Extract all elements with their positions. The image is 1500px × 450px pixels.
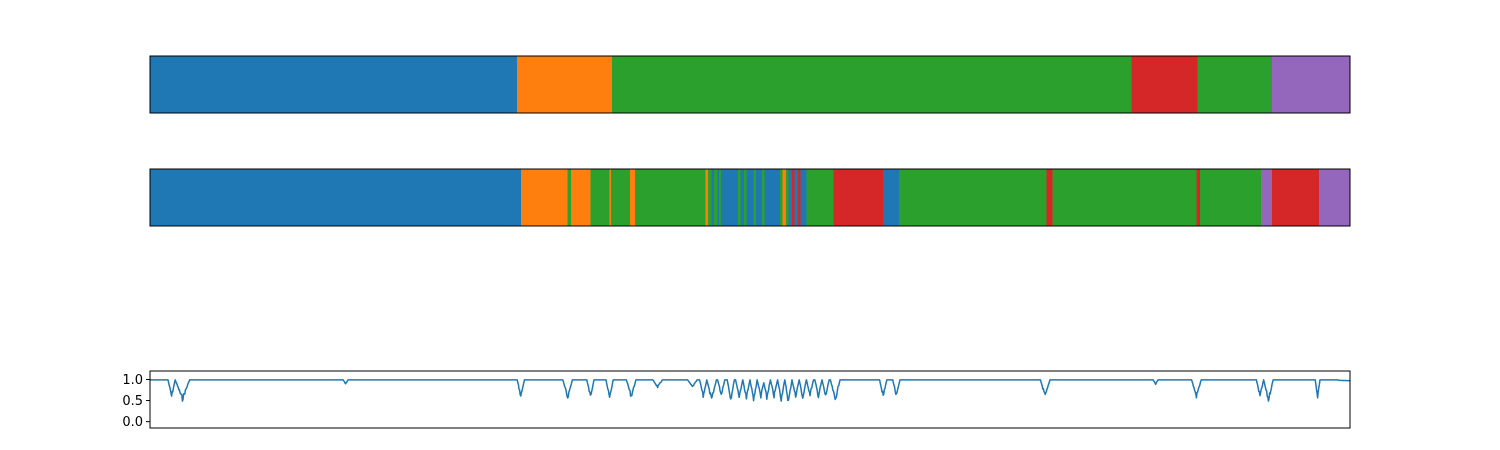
state-segment-green bbox=[762, 169, 765, 226]
state-segment-red bbox=[1131, 56, 1198, 113]
state-segment-green bbox=[567, 169, 572, 226]
state-segment-green bbox=[753, 169, 756, 226]
state-segment-red bbox=[1196, 169, 1200, 226]
state-segment-green bbox=[1052, 169, 1197, 226]
state-segment-red bbox=[1272, 169, 1319, 226]
state-segment-blue bbox=[764, 169, 780, 226]
y-tick-label: 0.5 bbox=[122, 394, 143, 409]
y-tick-label: 1.0 bbox=[122, 373, 143, 388]
state-segment-green bbox=[610, 169, 630, 226]
state-segment-purple bbox=[1261, 169, 1272, 226]
state-segment-red bbox=[792, 169, 795, 226]
state-segment-orange bbox=[517, 56, 612, 113]
state-segment-blue bbox=[883, 169, 899, 226]
state-segment-blue bbox=[746, 169, 754, 226]
state-segment-green bbox=[714, 169, 718, 226]
state-segment-orange bbox=[571, 169, 591, 226]
state-segment-red bbox=[798, 169, 801, 226]
state-segment-green bbox=[780, 169, 783, 226]
state-segment-blue bbox=[150, 56, 518, 113]
state-segment-blue bbox=[794, 169, 798, 226]
state-segment-green bbox=[738, 169, 741, 226]
state-sequence-panel-top bbox=[149, 55, 1351, 114]
state-segment-orange bbox=[520, 169, 568, 226]
y-tick-label: 0.0 bbox=[122, 415, 143, 430]
state-segment-blue bbox=[788, 169, 792, 226]
state-segment-blue bbox=[832, 169, 834, 226]
panel-frame bbox=[149, 370, 1351, 429]
state-segment-orange bbox=[630, 169, 635, 226]
state-segment-green bbox=[786, 169, 789, 226]
state-segment-green bbox=[590, 169, 610, 226]
state-segment-orange bbox=[705, 169, 708, 226]
series-line bbox=[149, 379, 1351, 402]
state-segment-blue bbox=[717, 169, 719, 226]
state-segment-blue bbox=[150, 169, 521, 226]
state-segment-green bbox=[718, 169, 722, 226]
state-segment-green bbox=[744, 169, 747, 226]
state-segment-blue bbox=[740, 169, 744, 226]
state-segment-green bbox=[1197, 56, 1272, 113]
state-segment-blue bbox=[800, 169, 807, 226]
state-segment-purple bbox=[1318, 169, 1350, 226]
state-segment-blue bbox=[721, 169, 738, 226]
panel-frame bbox=[149, 168, 1351, 227]
state-segment-green bbox=[806, 169, 833, 226]
state-segment-green bbox=[708, 169, 712, 226]
state-segment-green bbox=[1200, 169, 1262, 226]
line-plot-panel-bottom: 0.0 0.5 1.0 bbox=[122, 370, 1351, 430]
state-segment-blue bbox=[711, 169, 714, 226]
state-segment-green bbox=[898, 169, 1047, 226]
state-segment-red bbox=[1046, 169, 1053, 226]
state-segment-orange bbox=[782, 169, 786, 226]
panel-frame bbox=[149, 55, 1351, 114]
state-segment-blue bbox=[756, 169, 762, 226]
state-sequence-panel-middle bbox=[149, 168, 1351, 227]
state-segment-purple bbox=[1272, 56, 1350, 113]
state-segment-red bbox=[834, 169, 884, 226]
state-segment-green bbox=[634, 169, 706, 226]
state-segment-orange bbox=[609, 169, 611, 226]
state-segment-green bbox=[612, 56, 1132, 113]
